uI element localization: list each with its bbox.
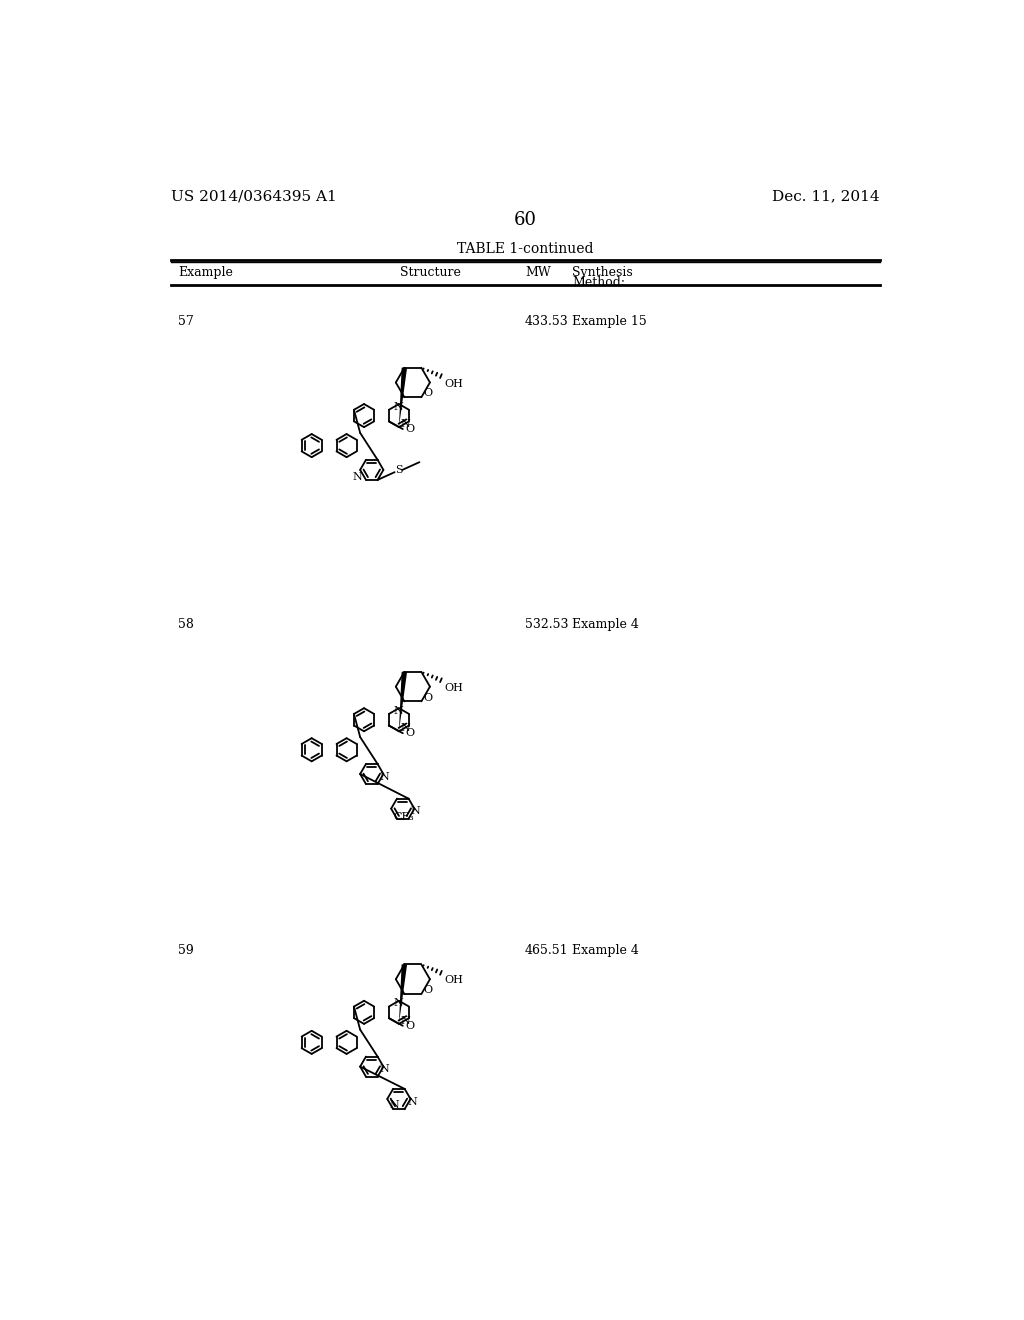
Text: N: N [394, 998, 403, 1008]
Text: N: N [400, 1016, 411, 1026]
Text: Synthesis: Synthesis [572, 267, 633, 280]
Text: TABLE 1-continued: TABLE 1-continued [457, 242, 593, 256]
Text: N: N [411, 807, 421, 816]
Text: S: S [395, 465, 403, 475]
Text: Example 4: Example 4 [572, 944, 639, 957]
Text: N: N [394, 401, 403, 412]
Text: Dec. 11, 2014: Dec. 11, 2014 [772, 189, 880, 203]
Text: O: O [406, 1020, 415, 1031]
Text: N: N [407, 1097, 417, 1106]
Text: N: N [380, 1064, 390, 1074]
Text: CF₃: CF₃ [393, 812, 415, 822]
Polygon shape [399, 964, 408, 1024]
Text: 60: 60 [513, 211, 537, 228]
Text: OH: OH [444, 975, 464, 985]
Text: N: N [352, 473, 361, 482]
Text: 433.53: 433.53 [524, 314, 568, 327]
Text: Structure: Structure [399, 265, 461, 279]
Text: 532.53: 532.53 [524, 618, 568, 631]
Text: Example: Example [178, 265, 233, 279]
Text: Example 15: Example 15 [572, 314, 647, 327]
Text: N: N [380, 772, 390, 781]
Text: O: O [406, 424, 415, 434]
Polygon shape [399, 672, 408, 731]
Text: OH: OH [444, 379, 464, 388]
Text: O: O [424, 985, 433, 995]
Text: 57: 57 [178, 314, 195, 327]
Text: 465.51: 465.51 [524, 944, 568, 957]
Text: O: O [424, 388, 433, 399]
Text: Example 4: Example 4 [572, 618, 639, 631]
Text: O: O [406, 729, 415, 738]
Text: Method:: Method: [572, 276, 625, 289]
Polygon shape [399, 367, 408, 428]
Text: MW: MW [525, 265, 551, 279]
Text: US 2014/0364395 A1: US 2014/0364395 A1 [171, 189, 336, 203]
Text: OH: OH [444, 682, 464, 693]
Text: N: N [394, 706, 403, 715]
Text: N: N [389, 1101, 399, 1110]
Text: N: N [400, 418, 411, 429]
Text: 59: 59 [178, 944, 195, 957]
Text: O: O [424, 693, 433, 702]
Text: 58: 58 [178, 618, 195, 631]
Text: N: N [400, 723, 411, 733]
